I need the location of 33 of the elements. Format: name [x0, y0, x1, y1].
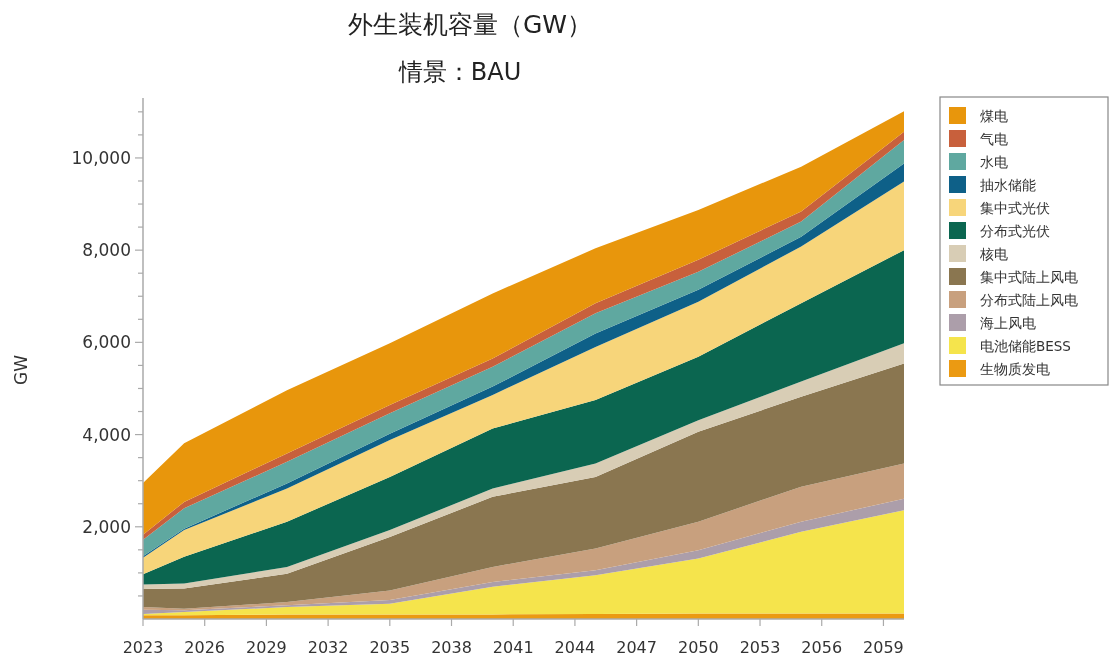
legend-label: 核电 [979, 246, 1008, 262]
x-tick-label: 2038 [431, 638, 472, 657]
x-tick-label: 2026 [184, 638, 226, 657]
legend-label: 海上风电 [980, 315, 1036, 331]
legend-label: 集中式陆上风电 [980, 269, 1078, 285]
legend-label: 分布式陆上风电 [980, 292, 1078, 308]
chart-subtitle: 情景：BAU [397, 58, 522, 86]
legend-label: 集中式光伏 [980, 200, 1050, 216]
x-tick-label: 2023 [122, 638, 164, 657]
x-tick-label: 2035 [369, 638, 411, 657]
legend-label: 抽水储能 [980, 177, 1036, 193]
x-tick-label: 2047 [616, 638, 657, 657]
legend-label: 气电 [980, 131, 1008, 147]
legend-label: 煤电 [980, 108, 1008, 124]
legend-label: 水电 [980, 154, 1008, 170]
x-tick-label: 2032 [307, 638, 349, 657]
x-tick-label: 2050 [677, 638, 719, 657]
legend-label: 分布式光伏 [980, 223, 1050, 239]
y-axis-title: GW [11, 354, 31, 385]
y-tick-label: 10,000 [71, 147, 131, 168]
legend-label: 电池储能BESS [980, 338, 1071, 354]
chart-title: 外生装机容量（GW） [347, 10, 593, 39]
legend-label: 生物质发电 [980, 361, 1050, 377]
x-tick-label: 2041 [492, 638, 534, 657]
x-tick-label: 2044 [554, 638, 596, 657]
x-tick-label: 2056 [801, 638, 843, 657]
x-tick-label: 2059 [863, 638, 904, 657]
y-tick-label: 8,000 [82, 240, 131, 261]
x-tick-label: 2053 [739, 638, 781, 657]
y-tick-label: 2,000 [82, 516, 131, 537]
x-tick-label: 2029 [246, 638, 287, 657]
y-tick-label: 4,000 [82, 424, 131, 445]
y-tick-label: 6,000 [82, 332, 131, 353]
